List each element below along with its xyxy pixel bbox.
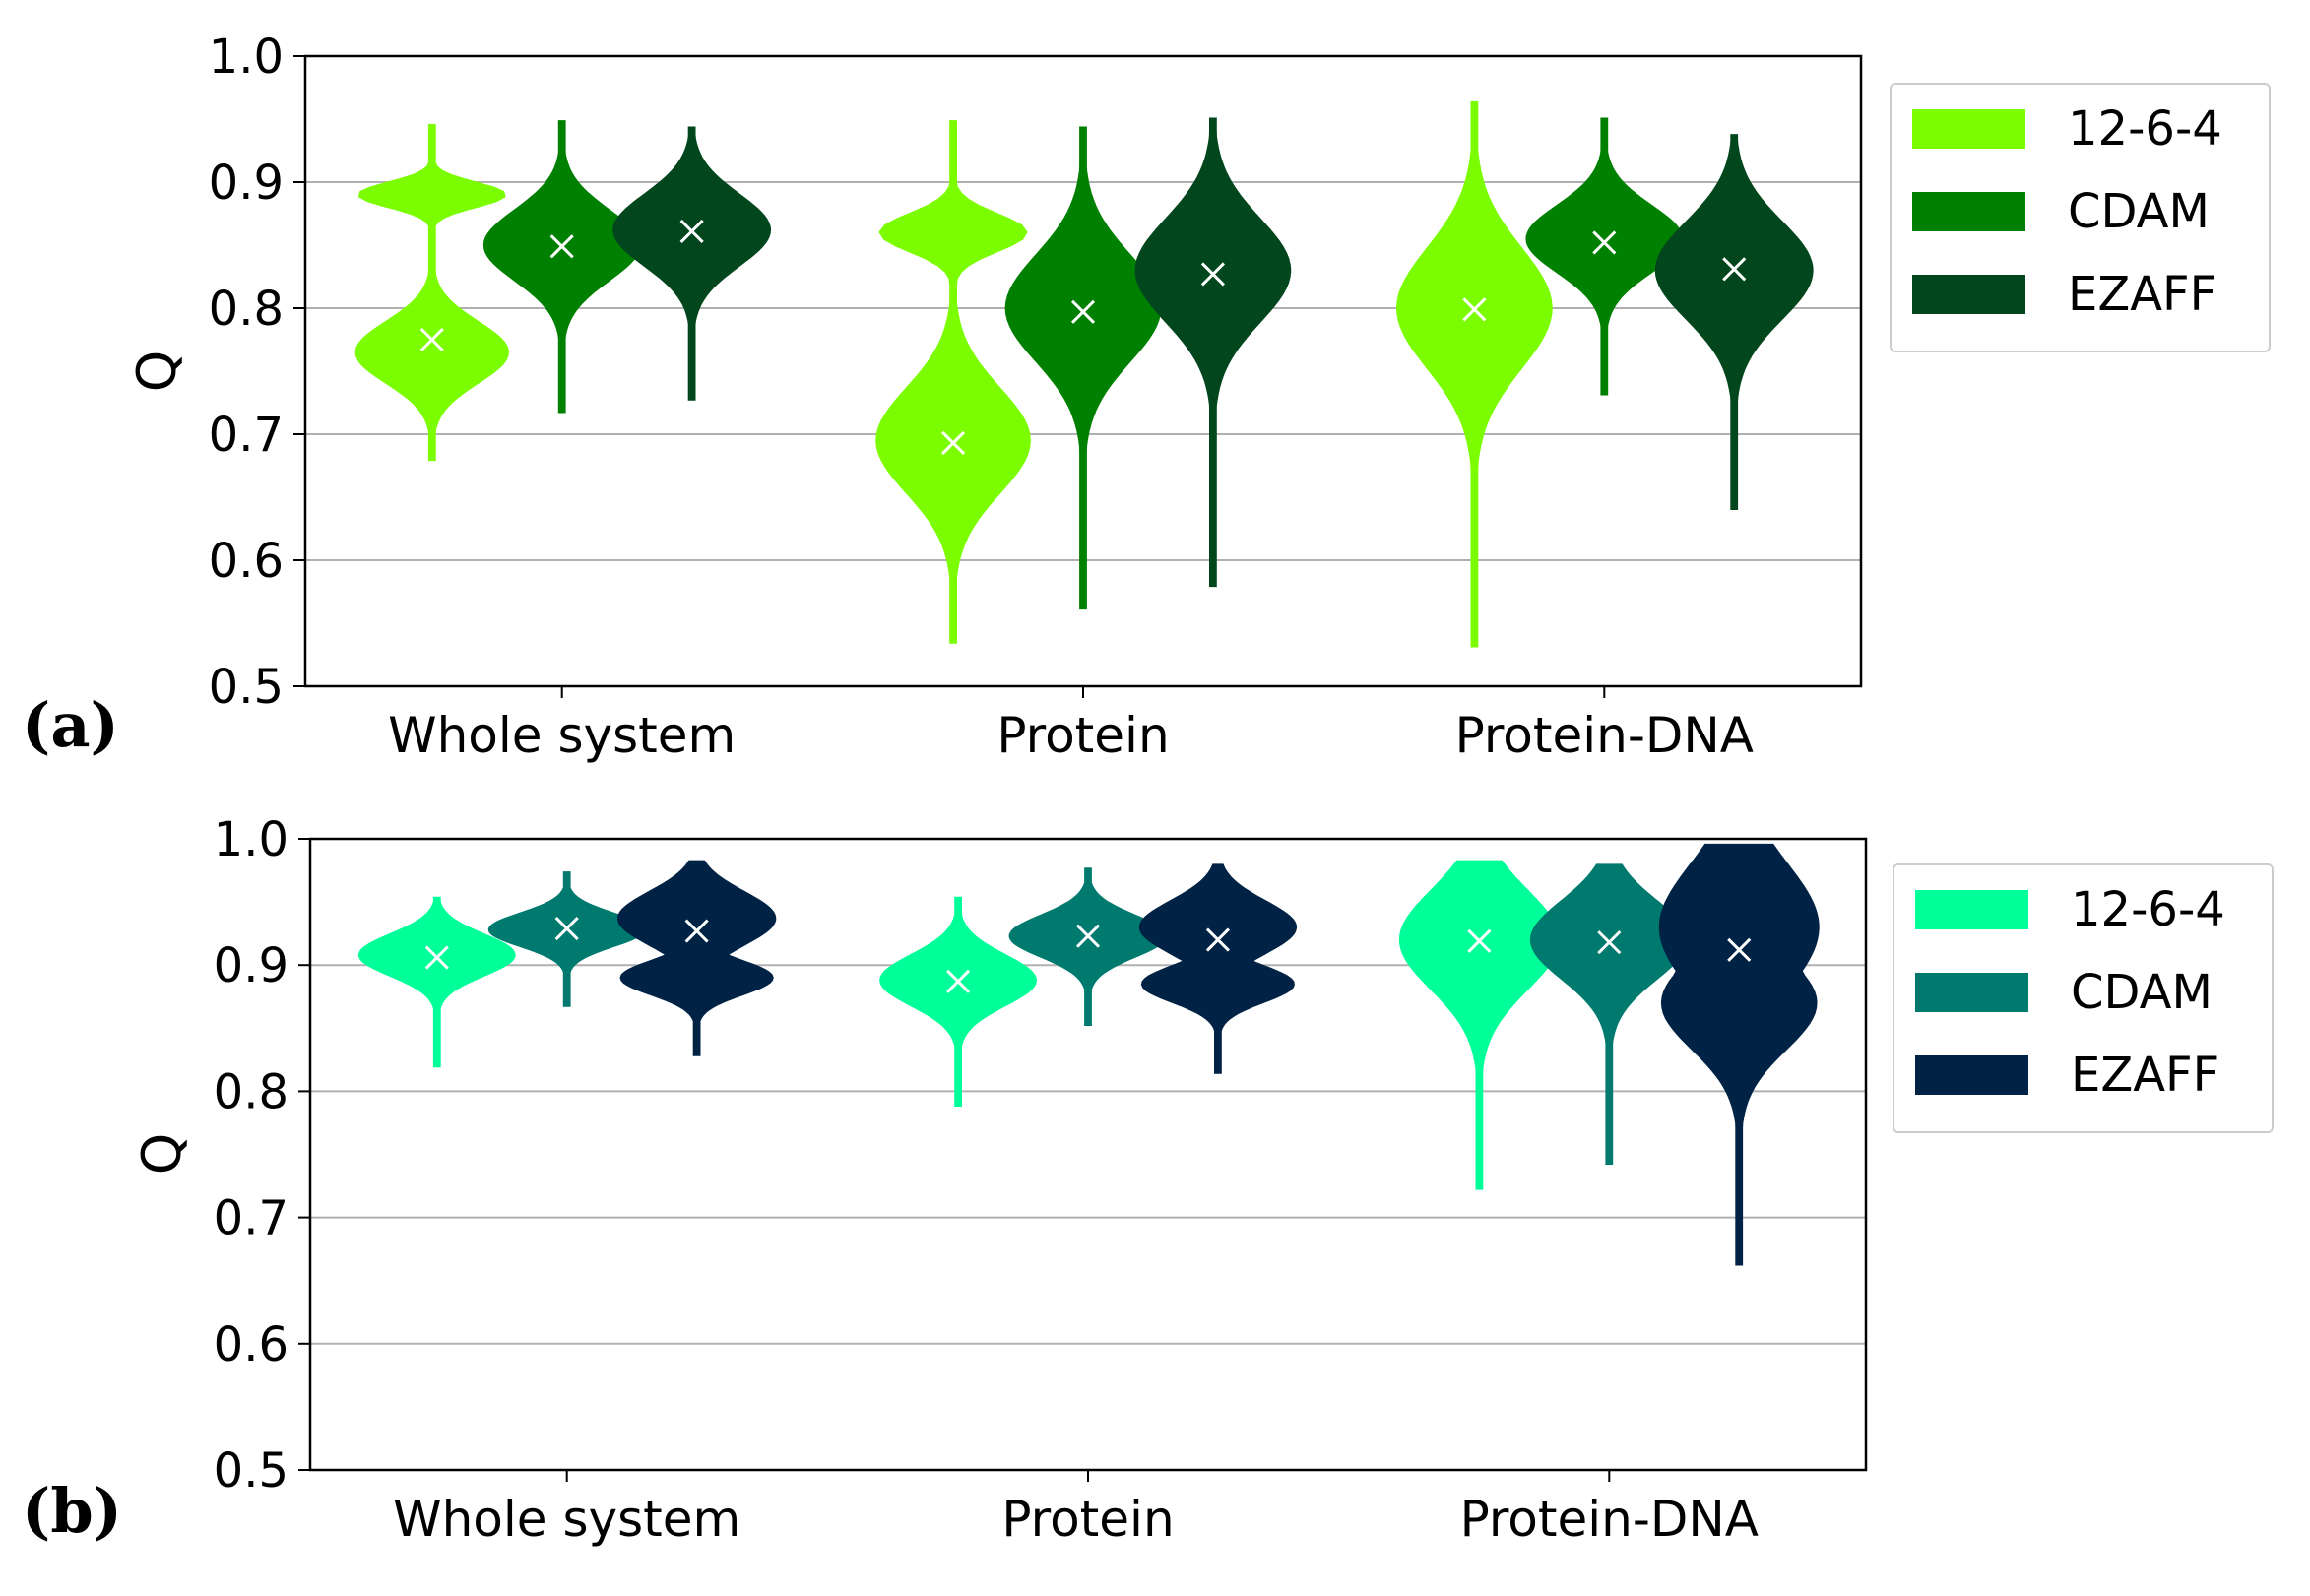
panel-a: 0.5 0.6 0.7 0.8 0.9 1.0 Whole system Protein Pro… [22,30,2271,764]
median-marker [1467,928,1492,953]
violin-12-6-4-Protein [875,120,1031,644]
legend: 12-6-4 CDAM EZAFF [1890,83,2271,352]
median-marker [554,916,579,941]
legend-label: EZAFF [2068,267,2216,322]
violin-EZAFF-Protein [1138,863,1298,1074]
legend-swatch [1912,192,2025,231]
violin-EZAFF-Protein [1134,117,1292,588]
y-tick-label: 1.0 [209,30,284,85]
y-tick-label: 0.6 [214,1317,289,1373]
violin-CDAM-Protein-DNA [1525,117,1684,396]
median-marker [1200,262,1225,287]
legend-label: EZAFF [2071,1048,2219,1103]
legend-swatch [1912,109,2025,149]
y-tick-label: 0.9 [209,156,284,211]
median-marker [1727,937,1752,962]
legend-swatch [1915,973,2028,1012]
y-tick-label: 0.5 [214,1443,289,1499]
x-tick-label: Protein [996,707,1169,764]
x-tick-label: Whole system [388,707,736,764]
x-tick-label: Protein-DNA [1455,707,1754,764]
violin-CDAM-Whole system [487,871,646,1007]
violin-12-6-4-Whole system [354,123,510,462]
y-axis-label: Q [126,351,188,393]
legend-label: CDAM [2068,184,2210,239]
y-tick-label: 1.0 [214,812,289,867]
median-marker [1075,924,1101,948]
median-marker [679,219,704,243]
violin-12-6-4-Protein [879,896,1037,1107]
violin-12-6-4-Whole system [357,896,516,1068]
panel-label: (b) [22,1475,122,1547]
violin-CDAM-Protein-DNA [1529,863,1689,1165]
median-marker [1462,297,1487,322]
x-tick-label: Protein [1001,1491,1174,1548]
y-tick-label: 0.9 [214,938,289,993]
legend-swatch [1915,890,2028,929]
violin-CDAM-Protein [1004,126,1162,610]
y-tick-label: 0.8 [209,282,284,337]
y-tick-label: 0.8 [214,1064,289,1119]
legend-swatch [1912,275,2025,314]
legend-label: 12-6-4 [2071,882,2225,937]
legend-swatch [1915,1055,2028,1095]
violin-EZAFF-Whole system [617,860,777,1056]
legend: 12-6-4 CDAM EZAFF [1893,863,2274,1133]
violin-EZAFF-Protein-DNA [1654,134,1814,510]
legend-label: 12-6-4 [2068,101,2222,157]
violin-EZAFF-Whole system [612,126,772,401]
x-tick-label: Whole system [393,1491,740,1548]
median-marker [1597,930,1622,955]
panel-label: (a) [22,689,119,761]
median-marker [1722,257,1747,282]
median-marker [946,969,971,993]
median-marker [424,945,449,970]
legend-label: CDAM [2071,965,2213,1020]
median-marker [941,430,966,456]
violin-CDAM-Protein [1008,867,1168,1026]
violin-12-6-4-Protein-DNA [1395,100,1553,648]
median-marker [684,919,709,943]
x-tick-label: Protein-DNA [1460,1491,1759,1548]
median-marker [1592,230,1617,255]
y-axis-label: Q [131,1133,193,1176]
panel-b: 0.5 0.6 0.7 0.8 0.9 1.0 Whole system Protein Pro… [22,812,2274,1548]
violin-CDAM-Whole system [482,120,641,414]
y-tick-label: 0.7 [209,408,284,463]
violin-12-6-4-Protein-DNA [1398,860,1560,1190]
y-tick-label: 0.7 [214,1191,289,1246]
y-tick-label: 0.6 [209,534,284,589]
median-marker [419,327,444,352]
median-marker [1070,299,1096,324]
median-marker [1205,927,1230,952]
violin-EZAFF-Protein-DNA [1658,843,1820,1266]
median-marker [549,234,574,259]
y-tick-label: 0.5 [209,660,284,715]
